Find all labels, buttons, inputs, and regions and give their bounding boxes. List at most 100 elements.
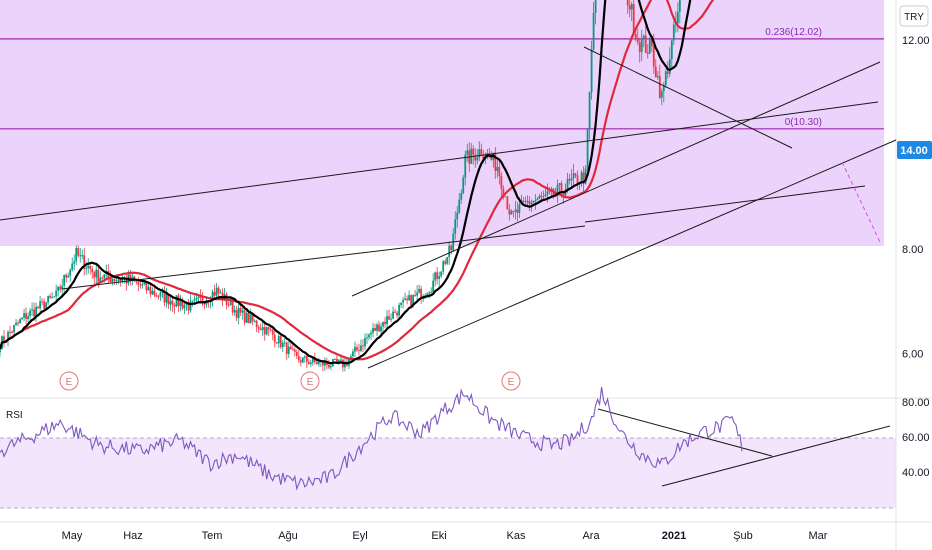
candle-body[interactable]: [626, 0, 629, 6]
candle-body[interactable]: [528, 200, 531, 205]
candle-body[interactable]: [267, 327, 270, 330]
candle-body[interactable]: [418, 288, 421, 293]
currency-button[interactable]: TRY: [899, 5, 929, 27]
candle-body[interactable]: [315, 361, 318, 365]
candle-body[interactable]: [444, 261, 447, 264]
candle-body[interactable]: [646, 52, 649, 54]
candle-body[interactable]: [279, 336, 282, 348]
event-marker[interactable]: E: [300, 371, 320, 391]
candle-body[interactable]: [65, 274, 68, 278]
candle-body[interactable]: [374, 328, 376, 331]
candle-body[interactable]: [215, 287, 218, 296]
candle-body[interactable]: [352, 351, 354, 357]
candle-body[interactable]: [181, 301, 184, 309]
candle-body[interactable]: [594, 0, 597, 13]
candle-body[interactable]: [299, 360, 302, 363]
candle-body[interactable]: [17, 322, 19, 324]
candle-body[interactable]: [305, 356, 308, 362]
candle-body[interactable]: [336, 358, 338, 363]
candle-body[interactable]: [25, 313, 27, 319]
candle-body[interactable]: [356, 347, 358, 350]
candle-body[interactable]: [466, 150, 469, 155]
candle-body[interactable]: [329, 366, 332, 368]
candle-body[interactable]: [476, 157, 479, 161]
candle-body[interactable]: [644, 35, 647, 53]
candle-body[interactable]: [480, 149, 483, 156]
candle-body[interactable]: [11, 331, 13, 333]
candle-body[interactable]: [334, 358, 336, 360]
candle-body[interactable]: [211, 291, 214, 302]
candle-body[interactable]: [358, 349, 360, 351]
candle-body[interactable]: [93, 272, 96, 278]
candle-body[interactable]: [155, 294, 158, 297]
candle-body[interactable]: [530, 202, 533, 205]
candle-body[interactable]: [478, 149, 481, 158]
candle-body[interactable]: [404, 298, 406, 300]
candle-body[interactable]: [325, 361, 328, 365]
candle-body[interactable]: [394, 311, 396, 313]
candle-body[interactable]: [432, 280, 435, 293]
candle-body[interactable]: [464, 154, 467, 178]
candle-body[interactable]: [392, 311, 394, 319]
candle-body[interactable]: [398, 304, 400, 316]
candle-body[interactable]: [47, 295, 50, 303]
candle-body[interactable]: [189, 301, 192, 311]
candle-body[interactable]: [526, 200, 529, 202]
candle-body[interactable]: [175, 295, 178, 307]
candle-body[interactable]: [63, 274, 66, 286]
candle-body[interactable]: [670, 40, 673, 60]
candle-body[interactable]: [71, 263, 74, 270]
candle-body[interactable]: [384, 321, 386, 325]
candle-body[interactable]: [229, 300, 232, 306]
candle-body[interactable]: [628, 5, 631, 10]
candle-body[interactable]: [7, 331, 9, 341]
candle-body[interactable]: [504, 196, 507, 198]
candle-body[interactable]: [177, 295, 180, 307]
candle-body[interactable]: [151, 290, 154, 295]
candle-body[interactable]: [153, 290, 156, 295]
candle-body[interactable]: [27, 316, 29, 319]
candle-body[interactable]: [9, 331, 11, 333]
candle-body[interactable]: [636, 39, 639, 43]
candle-body[interactable]: [448, 245, 451, 258]
candle-body[interactable]: [227, 304, 230, 306]
candle-body[interactable]: [472, 148, 475, 155]
candle-body[interactable]: [289, 346, 292, 349]
candle-body[interactable]: [516, 209, 519, 213]
candle-body[interactable]: [538, 195, 541, 199]
candle-body[interactable]: [562, 192, 565, 196]
candle-body[interactable]: [340, 359, 342, 361]
candle-body[interactable]: [660, 91, 663, 98]
candle-body[interactable]: [510, 211, 513, 215]
candle-body[interactable]: [29, 310, 31, 317]
candle-body[interactable]: [69, 269, 72, 276]
time-axis[interactable]: May Haz Tem Ağu Eyl Eki Kas Ara 2021 Şub Mar: [62, 530, 828, 542]
candle-body[interactable]: [668, 59, 671, 74]
candle-body[interactable]: [346, 362, 348, 366]
candle-body[interactable]: [642, 35, 645, 39]
candle-body[interactable]: [109, 276, 112, 282]
candle-body[interactable]: [442, 261, 445, 272]
candle-body[interactable]: [570, 178, 573, 181]
candle-body[interactable]: [33, 309, 35, 317]
candle-body[interactable]: [245, 313, 248, 323]
candle-body[interactable]: [426, 293, 429, 296]
candle-body[interactable]: [219, 292, 222, 294]
candle-body[interactable]: [676, 11, 679, 24]
candle-body[interactable]: [35, 306, 37, 317]
candle-body[interactable]: [390, 318, 392, 320]
candle-body[interactable]: [143, 281, 146, 285]
candle-body[interactable]: [652, 46, 655, 67]
candle-body[interactable]: [556, 184, 559, 195]
candle-body[interactable]: [386, 316, 388, 325]
candle-body[interactable]: [514, 209, 517, 212]
candle-body[interactable]: [179, 301, 182, 307]
candle-body[interactable]: [39, 301, 42, 309]
candle-body[interactable]: [650, 39, 653, 47]
candle-body[interactable]: [309, 362, 312, 365]
candle-body[interactable]: [275, 342, 278, 344]
candle-body[interactable]: [662, 85, 665, 92]
candle-body[interactable]: [191, 300, 194, 302]
candle-body[interactable]: [344, 362, 346, 368]
candle-body[interactable]: [664, 71, 667, 86]
